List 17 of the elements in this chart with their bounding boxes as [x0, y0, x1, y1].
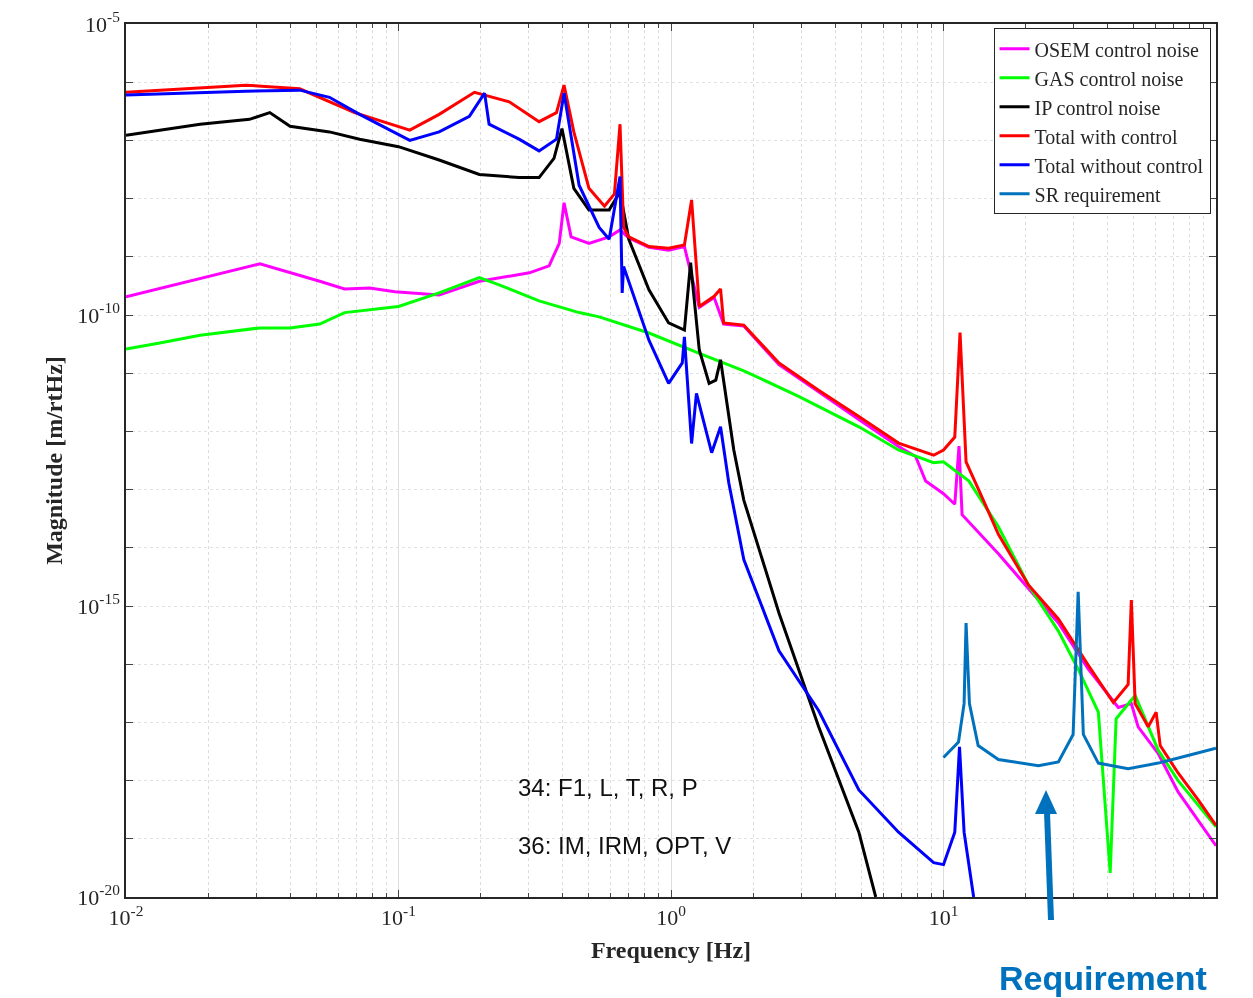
x-axis-title: Frequency [Hz]	[590, 936, 752, 963]
x-tick-label: 10$^{1}$	[928, 901, 959, 931]
legend-label: Total without control	[1034, 154, 1204, 177]
y-tick-label: 10$^{-5}$	[85, 8, 121, 37]
legend-label: SR requirement	[1034, 183, 1162, 207]
x-tick-label: 10$^{-1}$	[381, 901, 416, 931]
x-tick-label: 10$^{0}$	[656, 901, 687, 931]
legend-label: IP control noise	[1034, 96, 1161, 119]
legend-label: Total with control	[1034, 125, 1179, 148]
text: Requirement	[999, 959, 1207, 997]
y-tick-label: 10$^{-10}$	[77, 299, 121, 328]
legend-label: GAS control noise	[1034, 67, 1184, 90]
annotation: 34: F1, L, T, R, P	[518, 774, 698, 801]
y-axis-title: Magnitude [m/rtHz]	[40, 356, 67, 565]
annotation: 36: IM, IRM, OPT, V	[518, 832, 732, 859]
y-tick-label: 10$^{-15}$	[77, 590, 121, 619]
legend-label: OSEM control noise	[1034, 38, 1200, 61]
